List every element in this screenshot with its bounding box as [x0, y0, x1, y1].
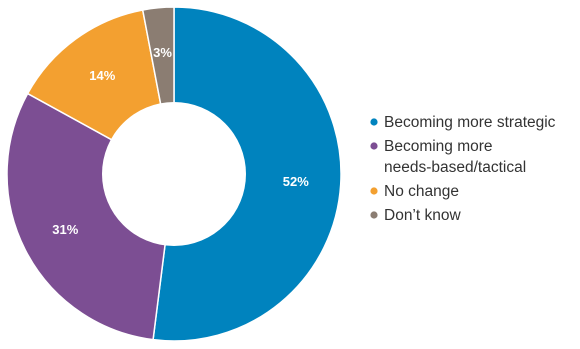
slice-0 — [152, 6, 342, 342]
legend-marker-1 — [370, 142, 378, 150]
legend-label-2: No change — [384, 183, 459, 200]
donut-hole — [102, 102, 246, 246]
legend-marker-0 — [370, 118, 378, 126]
slice-label-2: 14% — [89, 68, 115, 83]
legend-label-3: Don’t know — [384, 207, 461, 224]
legend-marker-2 — [370, 187, 378, 195]
legend-label-1: Becoming more needs-based/tactical — [384, 138, 526, 176]
slices-layer — [6, 6, 342, 342]
legend-marker-3 — [370, 211, 378, 219]
legend-label-0: Becoming more strategic — [384, 114, 556, 131]
legend: Becoming more strategic Becoming more need… — [370, 114, 556, 224]
slice-label-3: 3% — [153, 45, 172, 60]
slice-label-0: 52% — [283, 174, 309, 189]
slice-labels-layer: 52% 31% 14% 3% — [52, 45, 309, 237]
slice-label-1: 31% — [52, 222, 78, 237]
